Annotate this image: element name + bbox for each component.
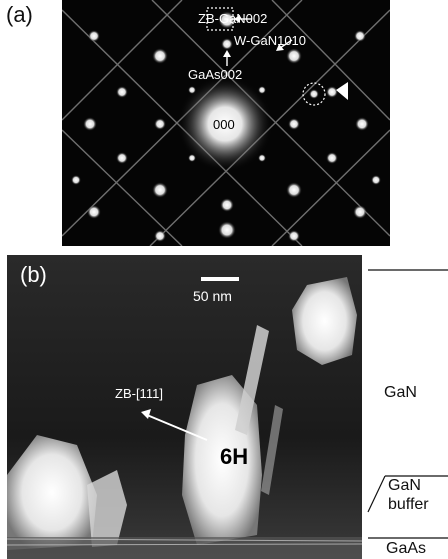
w-gan-1010-label: W-GaN1010: [234, 33, 307, 48]
marker-circle: [302, 82, 326, 106]
center-000-label: 000: [213, 117, 235, 132]
scale-bar: [201, 277, 239, 281]
gaas-002-label: GaAs002: [188, 67, 243, 82]
zb-111-label: ZB-[111]: [115, 386, 163, 401]
gan-layer-label: GaN: [384, 384, 417, 401]
tem-image: 50 nm ZB-[111] 6H: [7, 255, 362, 559]
triangle-pointer-icon: [336, 82, 348, 100]
panel-b-label: (b): [20, 262, 47, 287]
diffraction-pattern-image: ZB-GaN002 W-GaN1010 GaAs002 000: [62, 0, 390, 246]
panel-a-label: (a): [6, 2, 33, 27]
zb-gan-marker-box: [206, 7, 234, 31]
gan-buffer-label-line2: buffer: [388, 496, 429, 513]
gan-buffer-label-line1: GaN: [388, 477, 421, 494]
scale-bar-label: 50 nm: [193, 288, 232, 304]
zb-gan-002-label: ZB-GaN002: [198, 11, 268, 26]
gaas-layer-label: GaAs: [386, 540, 427, 557]
6h-label: 6H: [220, 444, 249, 469]
